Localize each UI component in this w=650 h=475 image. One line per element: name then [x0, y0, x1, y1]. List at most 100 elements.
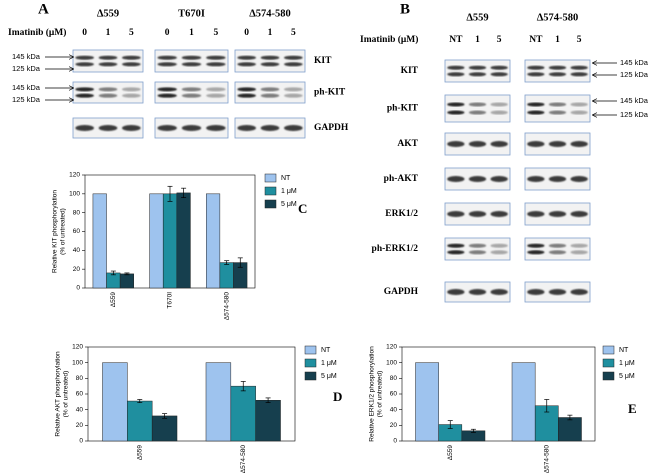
lane-label: 1 — [106, 28, 111, 38]
lane-label: 1 — [268, 28, 273, 38]
bar — [206, 193, 221, 289]
band — [570, 243, 588, 248]
blot-box — [72, 49, 144, 73]
y-tick-label: 100 — [72, 359, 83, 366]
marker-label: 145 kDa — [620, 96, 649, 105]
error-bar — [265, 397, 271, 403]
lane-label: 5 — [291, 28, 296, 38]
band — [181, 62, 202, 67]
error-bar — [224, 260, 230, 265]
band — [548, 243, 567, 248]
band — [157, 55, 177, 60]
legend-swatch — [264, 186, 277, 196]
blot-box — [444, 59, 511, 83]
band — [468, 211, 487, 217]
band — [468, 72, 487, 77]
band — [548, 65, 567, 70]
band — [490, 141, 508, 147]
band — [570, 176, 588, 182]
y-tick-label: 40 — [76, 406, 84, 413]
error-bar — [237, 257, 243, 268]
y-tick-label: 120 — [72, 344, 83, 351]
band — [260, 125, 280, 131]
band — [181, 93, 202, 98]
y-axis-label: (% of untreated) — [60, 208, 67, 255]
x-tick-label: Δ559 — [110, 292, 117, 308]
band — [447, 102, 465, 107]
error-bar — [470, 428, 476, 433]
legend-swatch — [602, 345, 615, 355]
band — [527, 102, 545, 107]
row-label: ph-KIT — [314, 88, 346, 98]
band — [490, 211, 508, 217]
band — [121, 125, 141, 131]
error-bar — [447, 420, 453, 429]
row-label: AKT — [397, 139, 418, 149]
group-label: Δ574-580 — [249, 8, 291, 19]
band — [181, 55, 202, 60]
row-label: GAPDH — [384, 287, 419, 297]
panel-label: A — [38, 1, 49, 17]
band — [75, 125, 94, 131]
group-label: T670I — [178, 8, 205, 19]
y-tick-label: 40 — [73, 247, 81, 254]
band — [181, 87, 202, 92]
band — [260, 93, 280, 98]
band — [447, 211, 465, 217]
legend-swatch — [304, 371, 317, 381]
bar — [149, 193, 164, 289]
band — [157, 125, 177, 131]
treatment-label: Imatinib (μM) — [360, 34, 418, 45]
blot-box — [524, 237, 591, 261]
lane-label: 1 — [555, 35, 560, 45]
band — [527, 110, 545, 115]
y-tick-label: 100 — [69, 191, 80, 198]
band — [548, 211, 567, 217]
legend-swatch — [264, 173, 277, 183]
marker-label: 125 kDa — [620, 70, 649, 79]
legend-label: NT — [619, 347, 629, 354]
blot-box — [444, 237, 511, 261]
error-bar — [110, 270, 116, 276]
band — [121, 55, 141, 60]
band — [447, 176, 465, 182]
band — [548, 72, 567, 77]
band — [75, 62, 94, 67]
lane-label: NT — [449, 35, 463, 45]
marker-label: 125 kDa — [620, 110, 649, 119]
lane-label: 1 — [475, 35, 480, 45]
band — [260, 55, 280, 60]
blot-box — [154, 49, 229, 73]
group-label: Δ559 — [466, 12, 488, 23]
band — [468, 243, 487, 248]
y-axis-label: Relative KIT phosphorylation — [52, 190, 59, 273]
band — [468, 110, 487, 115]
panel-label: D — [333, 389, 342, 404]
y-tick-label: 60 — [76, 391, 84, 398]
band — [527, 211, 545, 217]
y-tick-label: 20 — [73, 266, 81, 273]
y-axis-label: (% of untreated) — [63, 371, 70, 418]
marker-label: 145 kDa — [12, 52, 41, 61]
legend-label: NT — [321, 347, 331, 354]
band — [98, 55, 118, 60]
legend-label: 1 μM — [321, 360, 337, 367]
lane-label: 1 — [189, 28, 194, 38]
lane-label: 5 — [577, 35, 582, 45]
band — [548, 289, 567, 295]
bar — [176, 192, 191, 289]
band — [75, 93, 94, 98]
band — [490, 176, 508, 182]
band — [447, 250, 465, 255]
band — [206, 55, 226, 60]
band — [570, 141, 588, 147]
blot-box — [72, 81, 144, 104]
bar — [511, 362, 536, 442]
bar — [415, 362, 439, 442]
bar — [151, 415, 178, 442]
error-bar — [124, 272, 130, 276]
band — [206, 87, 226, 92]
lane-label: 0 — [82, 28, 87, 38]
y-tick-label: 120 — [69, 172, 80, 179]
y-tick-label: 0 — [79, 438, 83, 445]
